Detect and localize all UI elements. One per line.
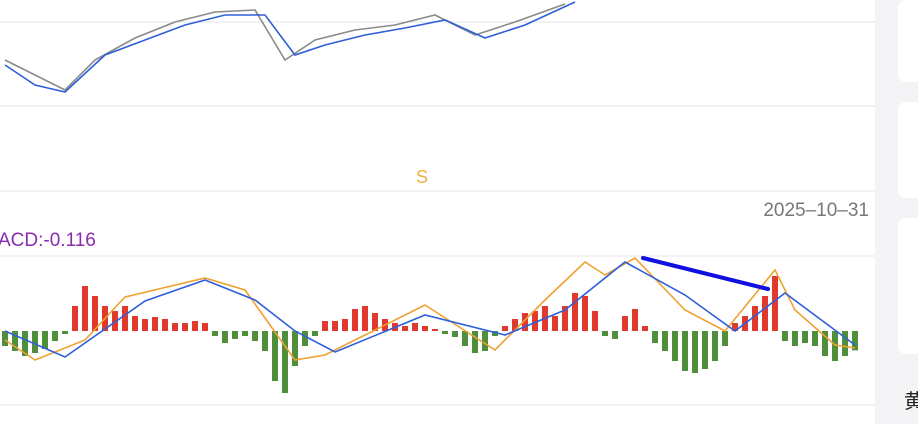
- histogram-bar: [482, 331, 488, 351]
- histogram-bar: [32, 331, 38, 353]
- histogram-bar: [822, 331, 828, 356]
- histogram-bar: [372, 313, 378, 331]
- histogram-bar: [462, 331, 468, 346]
- signal-label: S: [416, 167, 428, 187]
- histogram-bar: [752, 306, 758, 331]
- sidebar-card[interactable]: [898, 218, 918, 354]
- histogram-bar: [772, 276, 778, 331]
- histogram-bar: [782, 331, 788, 341]
- histogram-bar: [42, 331, 48, 349]
- histogram-bar: [2, 331, 8, 346]
- histogram-bar: [562, 306, 568, 331]
- histogram-bar: [702, 331, 708, 369]
- histogram-bar: [322, 321, 328, 331]
- divergence-line: [641, 256, 770, 291]
- histogram-bar: [62, 331, 68, 334]
- histogram-bar: [242, 331, 248, 336]
- histogram-bar: [22, 331, 28, 356]
- histogram-bar: [652, 331, 658, 343]
- histogram-bar: [332, 321, 338, 331]
- histogram-bar: [842, 331, 848, 356]
- histogram-bar: [642, 326, 648, 331]
- histogram-bar: [582, 296, 588, 331]
- histogram-bar: [422, 326, 428, 331]
- histogram-bar: [672, 331, 678, 361]
- histogram-bar: [312, 331, 318, 336]
- histogram-bar: [712, 331, 718, 361]
- histogram-bar: [552, 316, 558, 331]
- sidebar-text: 黄: [904, 390, 918, 413]
- histogram-bar: [192, 321, 198, 331]
- sidebar-card[interactable]: [898, 102, 918, 198]
- histogram-bar: [732, 323, 738, 331]
- histogram-bar: [832, 331, 838, 361]
- histogram-bar: [112, 311, 118, 331]
- histogram-bar: [172, 323, 178, 331]
- histogram-bar: [802, 331, 808, 343]
- histogram-bar: [442, 331, 448, 334]
- histogram-bar: [122, 306, 128, 331]
- line-series: [4, 256, 856, 361]
- sidebar-card[interactable]: [898, 0, 918, 82]
- histogram-bar: [162, 319, 168, 331]
- histogram-bar: [282, 331, 288, 393]
- histogram-bar: [92, 296, 98, 331]
- histogram-bar: [502, 326, 508, 331]
- histogram-bar: [362, 306, 368, 331]
- histogram-bar: [602, 331, 608, 336]
- histogram-bar: [232, 331, 238, 339]
- histogram-bar: [792, 331, 798, 346]
- histogram-bar: [202, 323, 208, 331]
- histogram-bar: [212, 331, 218, 336]
- histogram-bar: [622, 316, 628, 331]
- histogram-bar: [592, 311, 598, 331]
- histogram-bar: [132, 316, 138, 331]
- date-label: 2025–10–31: [763, 200, 869, 221]
- histogram-bar: [612, 331, 618, 339]
- histogram-bar: [522, 313, 528, 331]
- histogram-bar: [632, 309, 638, 331]
- histogram-bar: [262, 331, 268, 351]
- histogram-bar: [292, 331, 298, 366]
- histogram-bar: [852, 331, 858, 351]
- histogram-bar: [762, 296, 768, 331]
- histogram-bar: [252, 331, 258, 341]
- histogram-bar: [82, 286, 88, 331]
- histogram-bar: [532, 311, 538, 331]
- histogram-bar: [452, 331, 458, 337]
- histogram-bar: [12, 331, 18, 351]
- histogram-bar: [412, 323, 418, 331]
- histogram-bar: [52, 331, 58, 341]
- histogram-bar: [142, 319, 148, 331]
- histogram-bar: [472, 331, 478, 353]
- histogram-bar: [352, 309, 358, 331]
- histogram-bar: [302, 331, 308, 346]
- histogram-bar: [402, 326, 408, 331]
- histogram-bar: [432, 329, 438, 331]
- histogram-bar: [272, 331, 278, 381]
- plot: [2, 1, 858, 393]
- histogram-bar: [72, 306, 78, 331]
- histogram-bar: [662, 331, 668, 351]
- histogram-bar: [492, 331, 498, 336]
- histogram-bar: [692, 331, 698, 373]
- macd-title: ACD:-0.116: [0, 230, 96, 251]
- histogram-bar: [572, 293, 578, 331]
- histogram-bar: [342, 319, 348, 331]
- histogram-bar: [722, 331, 728, 346]
- histogram-bar: [222, 331, 228, 343]
- histogram-bar: [812, 331, 818, 346]
- line-series: [4, 261, 856, 358]
- histogram-bar: [512, 319, 518, 331]
- histogram-bar: [152, 317, 158, 331]
- histogram-bar: [682, 331, 688, 371]
- histogram-bar: [182, 323, 188, 331]
- line-series: [4, 1, 576, 93]
